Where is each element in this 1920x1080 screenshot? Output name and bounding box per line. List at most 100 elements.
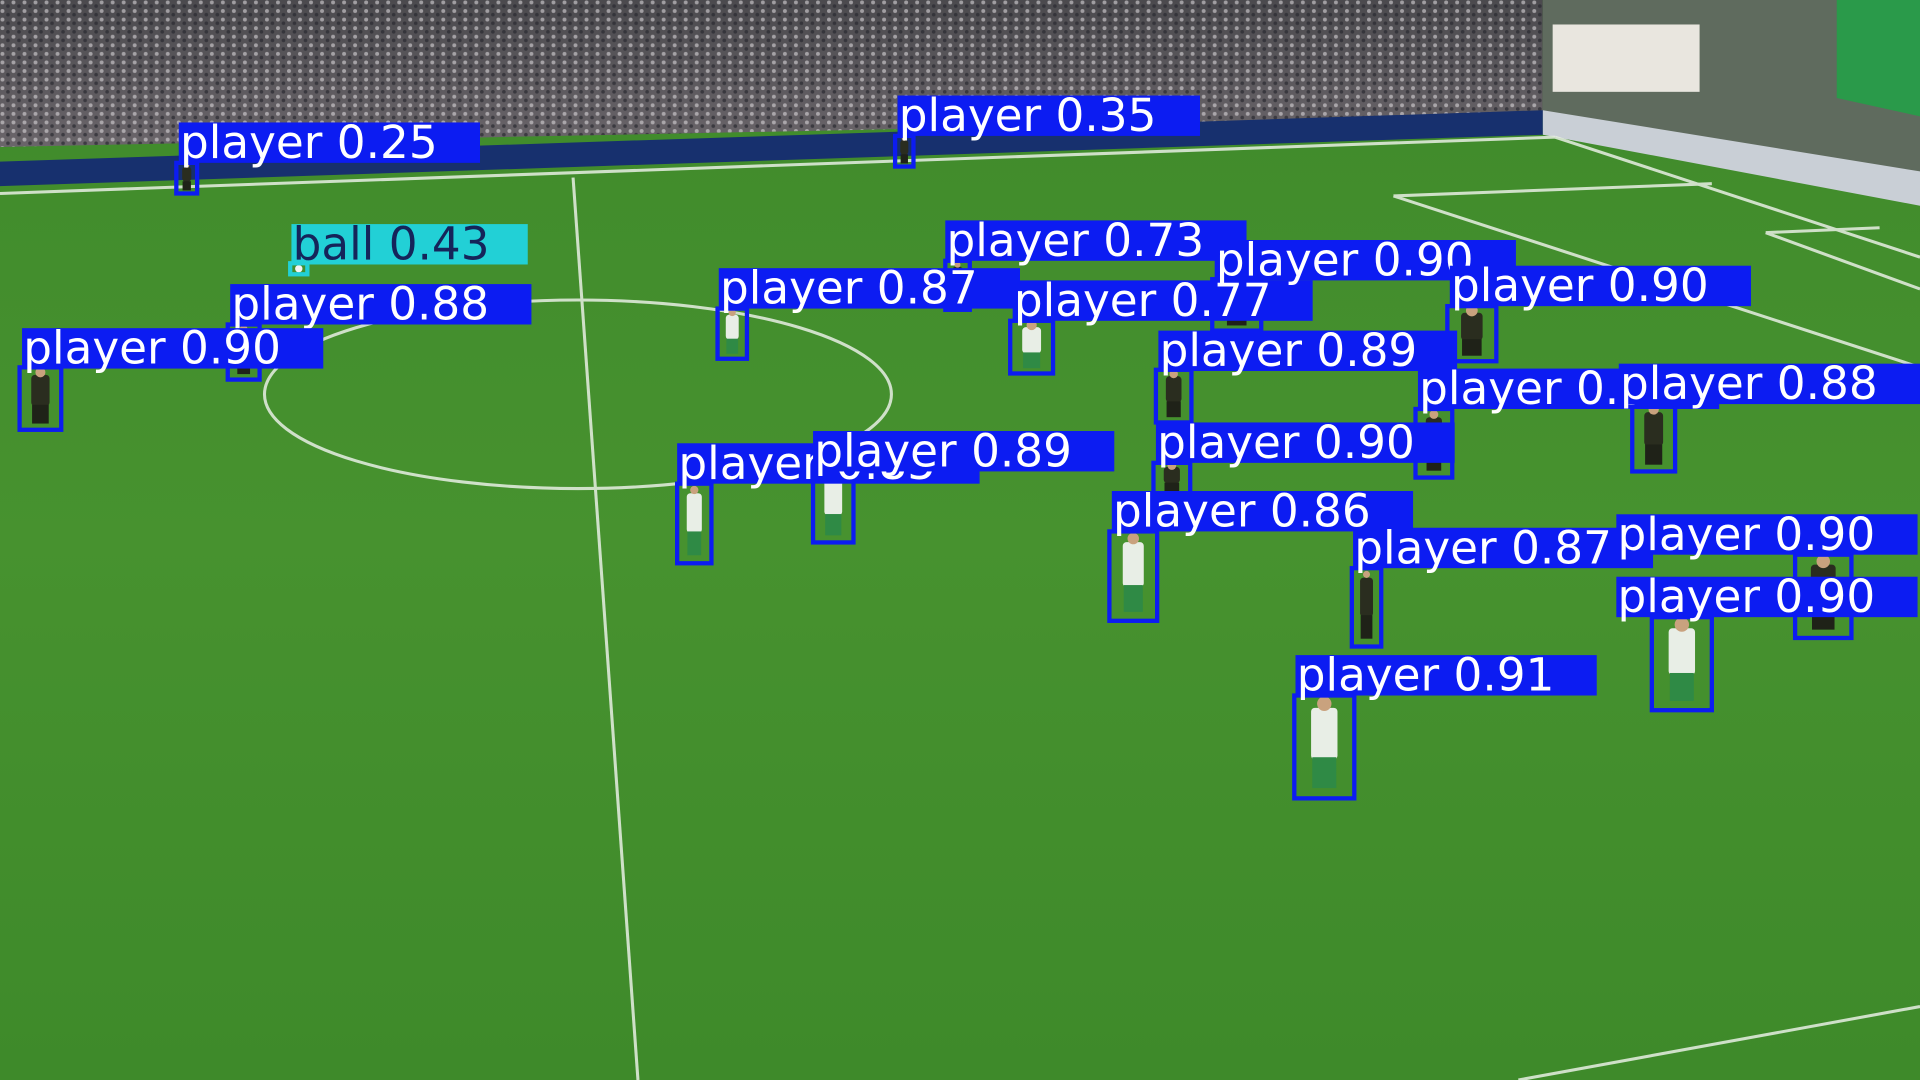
label-background [291,224,528,265]
label-background [1449,265,1752,307]
label-background [718,268,1020,309]
figure [725,309,739,354]
player-body [1165,376,1182,403]
player-head [35,367,46,378]
label-text: player 0.87 [720,262,978,315]
label-text: ball 0.43 [293,218,490,271]
label-text: player 0.89 [814,425,1072,478]
figure [1311,696,1338,789]
label-background [1616,576,1918,618]
ad-boards-right [1542,110,1920,206]
goal-area-line [1765,226,1880,235]
label-background [1111,491,1414,532]
detection-label: player 0.90 [1449,259,1752,312]
penalty-arc [1518,1005,1920,1080]
label-background [1012,280,1313,321]
figure [1122,532,1144,612]
figure [295,265,303,273]
touchline [0,135,1556,195]
player-body [31,374,50,407]
label-background [1353,527,1654,569]
player-body [1644,412,1664,446]
detection-label: player 0.90 [1214,234,1516,287]
player-head [1317,696,1332,711]
label-text: player 0.90 [1216,234,1474,287]
player-legs [726,338,739,354]
player-legs [687,531,702,556]
player-body [1461,312,1483,341]
label-text: player 0.87 [1354,521,1612,574]
detection-label: ball 0.43 [291,218,528,271]
label-background [230,284,532,325]
player-legs [825,514,842,536]
label-background [1295,655,1597,696]
player-head [1429,410,1439,419]
penalty-line [1393,182,1712,198]
player-legs [1023,352,1041,369]
player-legs [182,181,191,191]
player-body [1022,327,1042,354]
detection-label: player 0.87 [1353,521,1654,574]
goal-line [1554,135,1920,259]
center-circle [262,298,893,491]
label-text: player 0.89 [1160,324,1418,377]
detection-label: player 0.25 [178,116,480,169]
label-text: player 0.88 [1620,357,1878,410]
detections: player 0.25 player 0.35 ball 0.43 player 0.… [17,89,1920,801]
figure [31,367,50,424]
detection-label: player 0.90 [1155,416,1455,469]
bounding-box [1649,615,1714,713]
label-text: player 0.90 [1618,570,1876,623]
player-body [824,479,843,516]
halfway-line [571,177,640,1080]
player-head [1127,532,1139,545]
player-head [1363,570,1371,578]
label-text: player 0.88 [231,278,489,331]
label-text: player 0.77 [1014,274,1272,327]
player-body [182,166,192,182]
label-text: player 0.90 [1451,259,1709,312]
player-body [1122,542,1144,587]
detection-label: player 0.90 [1616,508,1918,561]
label-background [1155,422,1455,463]
building [1552,24,1700,92]
label-background [945,220,1247,261]
billboard [1836,0,1920,117]
detection-label: player 0.91 [1295,649,1597,702]
label-text: player 0.25 [180,116,438,169]
figure [1022,319,1042,369]
label-text: player 0.91 [1297,649,1555,702]
bounding-box [715,306,750,361]
player-body [1360,577,1373,617]
label-background [1616,514,1918,555]
detection-label: player 0.73 [945,214,1247,267]
detection-label: player 0.90 [22,322,324,375]
player-body [1163,466,1180,484]
player-head [728,309,736,317]
player-legs [1360,615,1373,639]
label-background [178,122,480,163]
detection-label: player 0.35 [897,89,1200,142]
player-legs [1669,672,1694,701]
figure [1360,570,1373,639]
player-legs [900,154,908,164]
player-legs [1645,444,1663,465]
ball [295,265,303,273]
label-text: player 0.86 [1113,485,1371,538]
detection-label: player 0.89 [813,425,1115,478]
label-background [813,431,1115,472]
player-head [690,485,699,495]
figure [686,485,702,556]
detection-label: player 0.77 [1012,274,1313,327]
player-legs [1123,585,1143,612]
player-body [686,493,702,534]
detection-label: player 0.88 [230,278,532,331]
player-legs [1462,339,1482,356]
player-head [1674,617,1690,632]
label-text: player 0.90 [1157,416,1415,469]
pitch-lines [0,135,1920,1080]
player-body [725,314,739,340]
detection-label: player 0.90 [1616,570,1918,623]
label-background [1158,330,1458,372]
